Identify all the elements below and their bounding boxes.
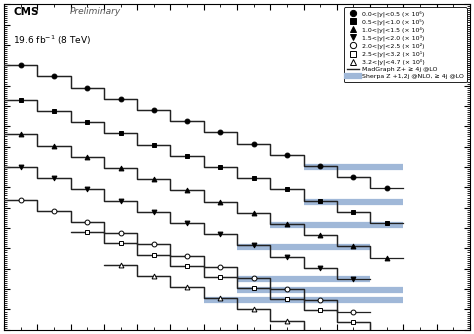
Text: Preliminary: Preliminary <box>69 7 120 16</box>
Text: 19.6 fb$^{-1}$ (8 TeV): 19.6 fb$^{-1}$ (8 TeV) <box>13 33 92 47</box>
Legend: 0.0<|y|<0.5 (× 10⁶), 0.5<|y|<1.0 (× 10⁵), 1.0<|y|<1.5 (× 10⁴), 1.5<|y|<2.0 (× 10: 0.0<|y|<0.5 (× 10⁶), 0.5<|y|<1.0 (× 10⁵)… <box>344 7 467 82</box>
Text: CMS: CMS <box>13 7 39 17</box>
